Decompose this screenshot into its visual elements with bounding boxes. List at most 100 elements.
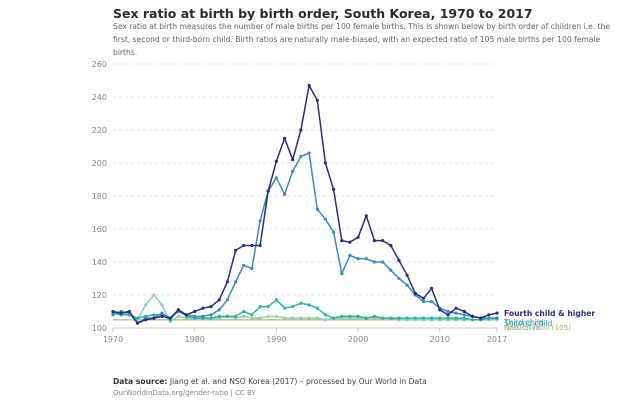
data-point <box>160 303 164 307</box>
data-point <box>487 316 491 320</box>
data-point <box>152 293 156 297</box>
data-point <box>364 316 368 320</box>
data-point <box>413 316 417 320</box>
data-point <box>111 309 115 314</box>
data-point <box>217 308 221 312</box>
data-point <box>299 301 303 305</box>
data-point <box>193 314 197 318</box>
data-point <box>291 169 295 173</box>
data-source-note: Data source: Jiang et al. and NSO Korea … <box>113 377 427 386</box>
data-point <box>405 273 409 277</box>
data-point <box>209 316 213 320</box>
data-point <box>234 314 238 318</box>
data-point <box>389 268 393 272</box>
data-point <box>168 316 172 320</box>
data-point <box>225 298 229 302</box>
data-point <box>242 243 246 248</box>
data-source-text[interactable]: Jiang et al. and NSO Korea (2017) – proc… <box>169 377 427 386</box>
data-point <box>209 305 213 309</box>
data-point <box>201 306 205 310</box>
data-point <box>430 286 434 290</box>
data-point <box>152 313 156 317</box>
data-point <box>430 316 434 320</box>
x-tick-label: 1980 <box>185 335 205 344</box>
data-point <box>266 305 270 309</box>
data-point <box>421 300 426 304</box>
data-point <box>299 154 303 158</box>
data-point <box>274 176 278 180</box>
data-point <box>340 272 344 276</box>
data-point <box>217 298 221 302</box>
data-point <box>356 257 360 261</box>
y-tick-label: 160 <box>92 225 107 234</box>
data-point <box>225 314 229 318</box>
data-point <box>193 309 197 314</box>
data-point <box>274 298 278 302</box>
data-point <box>250 267 254 271</box>
data-point <box>283 316 287 320</box>
data-point <box>201 314 205 318</box>
data-point <box>160 311 164 315</box>
data-point <box>135 316 140 320</box>
data-point <box>356 235 360 239</box>
chart-title: Sex ratio at birth by birth order, South… <box>113 6 533 21</box>
data-point <box>283 306 287 310</box>
data-point <box>250 243 254 248</box>
data-point <box>340 239 344 243</box>
data-point <box>421 296 426 300</box>
data-point <box>405 316 409 320</box>
y-tick-label: 120 <box>92 291 107 300</box>
license-link[interactable]: OurWorldInData.org/gender-ratio | CC BY <box>113 389 256 397</box>
data-point <box>381 239 385 243</box>
data-point <box>242 314 246 318</box>
data-point <box>283 192 287 196</box>
data-point <box>389 316 393 320</box>
data-point <box>144 303 148 307</box>
data-point <box>397 258 401 262</box>
series-end-label: Second child <box>504 319 553 328</box>
data-point <box>217 314 221 318</box>
data-point <box>144 318 148 322</box>
series-end-label: Fourth child & higher <box>504 309 595 318</box>
series-line <box>112 152 497 324</box>
data-point <box>470 314 475 318</box>
data-point <box>250 313 254 317</box>
data-point <box>127 309 131 314</box>
data-point <box>283 136 287 140</box>
data-point <box>332 187 336 191</box>
data-point <box>479 316 483 320</box>
data-point <box>291 305 295 309</box>
y-tick-label: 100 <box>92 324 107 333</box>
x-tick-label: 2017 <box>487 335 507 344</box>
data-point <box>446 309 450 314</box>
chart-subtitle: Sex ratio at birth measures the number o… <box>113 22 611 57</box>
data-point <box>258 219 262 223</box>
data-point <box>258 316 262 320</box>
data-point <box>430 300 434 304</box>
data-point <box>225 280 229 284</box>
data-point <box>274 159 278 163</box>
data-point <box>258 243 262 248</box>
y-tick-label: 140 <box>92 258 107 267</box>
data-point <box>348 253 352 257</box>
y-tick-label: 200 <box>92 159 107 168</box>
data-point <box>397 276 401 281</box>
data-point <box>438 316 442 320</box>
data-point <box>242 263 246 267</box>
data-point <box>291 316 295 320</box>
data-point <box>446 313 450 317</box>
y-tick-label: 180 <box>92 192 107 201</box>
data-point <box>323 217 327 221</box>
data-point <box>176 308 180 312</box>
x-tick-label: 1990 <box>266 335 286 344</box>
data-point <box>315 207 319 211</box>
data-point <box>323 313 327 317</box>
data-point <box>315 98 319 102</box>
data-point <box>462 313 466 317</box>
data-point <box>397 316 401 320</box>
data-point <box>332 316 336 320</box>
data-point <box>234 248 238 252</box>
series-line <box>112 84 498 324</box>
data-point <box>250 316 254 320</box>
